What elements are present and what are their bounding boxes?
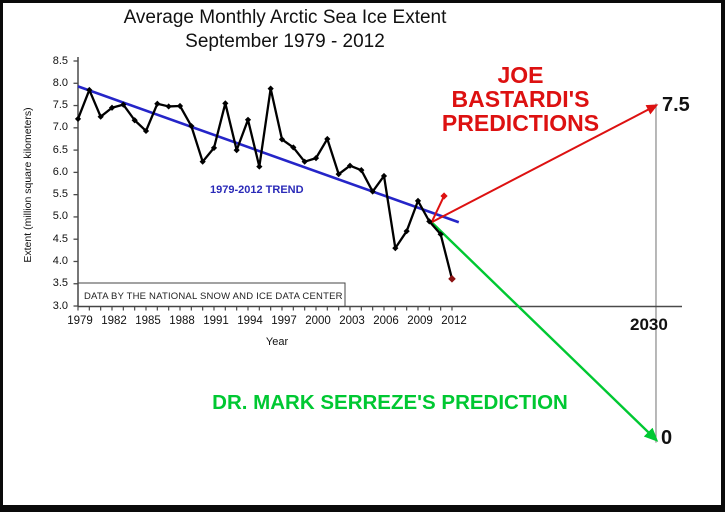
data-point-marker: [233, 147, 240, 154]
y-tick-label: 3.0: [52, 299, 68, 312]
data-point-marker: [426, 218, 433, 225]
x-tick-label: 1997: [271, 315, 297, 327]
data-point-marker: [335, 171, 342, 178]
data-point-marker: [188, 122, 195, 130]
serreze-end-value-label: 0: [661, 427, 673, 449]
data-point-marker: [358, 167, 365, 174]
y-axis-label: Extent (million square kilometers): [22, 107, 34, 263]
data-point-marker: [278, 136, 286, 143]
y-tick-label: 4.5: [52, 232, 68, 245]
x-tick-label: 1985: [135, 315, 161, 327]
data-point-marker: [120, 101, 127, 108]
data-point-marker: [403, 228, 410, 235]
data-point-marker: [131, 117, 138, 124]
y-tick-label: 8.0: [52, 76, 68, 89]
data-point-marker: [210, 144, 218, 151]
x-tick-label: 2012: [441, 315, 467, 327]
chart-subtitle: September 1979 - 2012: [185, 31, 385, 52]
serreze-prediction-line: [430, 221, 659, 442]
x-tick-label: 1991: [203, 315, 229, 327]
data-point-marker: [290, 144, 297, 151]
data-point-marker: [222, 100, 229, 107]
y-tick-label: 5.5: [52, 188, 68, 201]
x-tick-label: 1988: [169, 315, 195, 327]
x-tick-label: 1979: [67, 315, 93, 327]
chart-title: Average Monthly Arctic Sea Ice Extent: [123, 7, 447, 28]
x-tick-label: 1982: [101, 315, 127, 327]
y-tick-label: 7.5: [52, 99, 68, 112]
x-axis-label: Year: [265, 336, 289, 348]
y-tick-label: 4.0: [52, 254, 68, 267]
bastardi-2011-marker: [440, 192, 448, 200]
data-point-marker: [267, 85, 274, 92]
bastardi-2011-segment: [430, 195, 445, 223]
y-tick-label: 6.5: [52, 143, 68, 156]
data-point-marker: [301, 158, 308, 165]
trend-line-label: 1979-2012 TREND: [210, 184, 304, 196]
y-tick-label: 3.5: [52, 277, 68, 290]
x-tick-label: 2000: [305, 315, 331, 327]
y-tick-label: 8.5: [52, 54, 68, 67]
data-credit-box: [77, 282, 346, 308]
data-point-marker: [244, 116, 252, 123]
data-point-marker: [142, 127, 150, 135]
data-credit-text: DATA BY THE NATIONAL SNOW AND ICE DATA C…: [84, 291, 343, 302]
data-point-marker: [256, 163, 263, 170]
sea-ice-data-line: [76, 87, 454, 280]
y-tick-label: 7.0: [52, 121, 68, 134]
data-point-marker: [312, 155, 320, 162]
x-tick-label: 1994: [237, 315, 263, 327]
y-tick-label: 5.0: [52, 210, 68, 223]
data-point-marker: [74, 115, 82, 123]
data-point-marker: [392, 245, 399, 252]
data-point-marker: [108, 104, 116, 111]
x-tick-label: 2009: [407, 315, 433, 327]
trend-line: [77, 85, 460, 224]
y-tick-label: 6.0: [52, 165, 68, 178]
data-point-marker: [414, 197, 422, 204]
data-point-marker: [86, 86, 93, 94]
data-point-marker: [437, 231, 444, 238]
data-point-marker: [346, 162, 354, 169]
data-point-marker: [165, 103, 172, 110]
data-point-marker: [97, 113, 104, 120]
bastardi-prediction-line: [431, 104, 659, 224]
data-point-marker: [324, 135, 331, 143]
data-point-marker: [176, 102, 184, 110]
data-point-marker: [199, 158, 206, 165]
x-tick-label: 2006: [373, 315, 399, 327]
data-point-marker: [154, 100, 161, 107]
x-tick-label: 2003: [339, 315, 365, 327]
serreze-prediction-label: DR. MARK SERREZE'S PREDICTION: [212, 391, 568, 414]
data-point-marker: [369, 188, 376, 195]
data-point-marker: [380, 172, 388, 180]
bastardi-prediction-label: JOE BASTARDI'S PREDICTIONS: [441, 62, 600, 136]
prediction-year-label: 2030: [630, 315, 668, 334]
bastardi-end-value-label: 7.5: [662, 94, 690, 116]
data-point-2012-marker: [448, 275, 456, 283]
